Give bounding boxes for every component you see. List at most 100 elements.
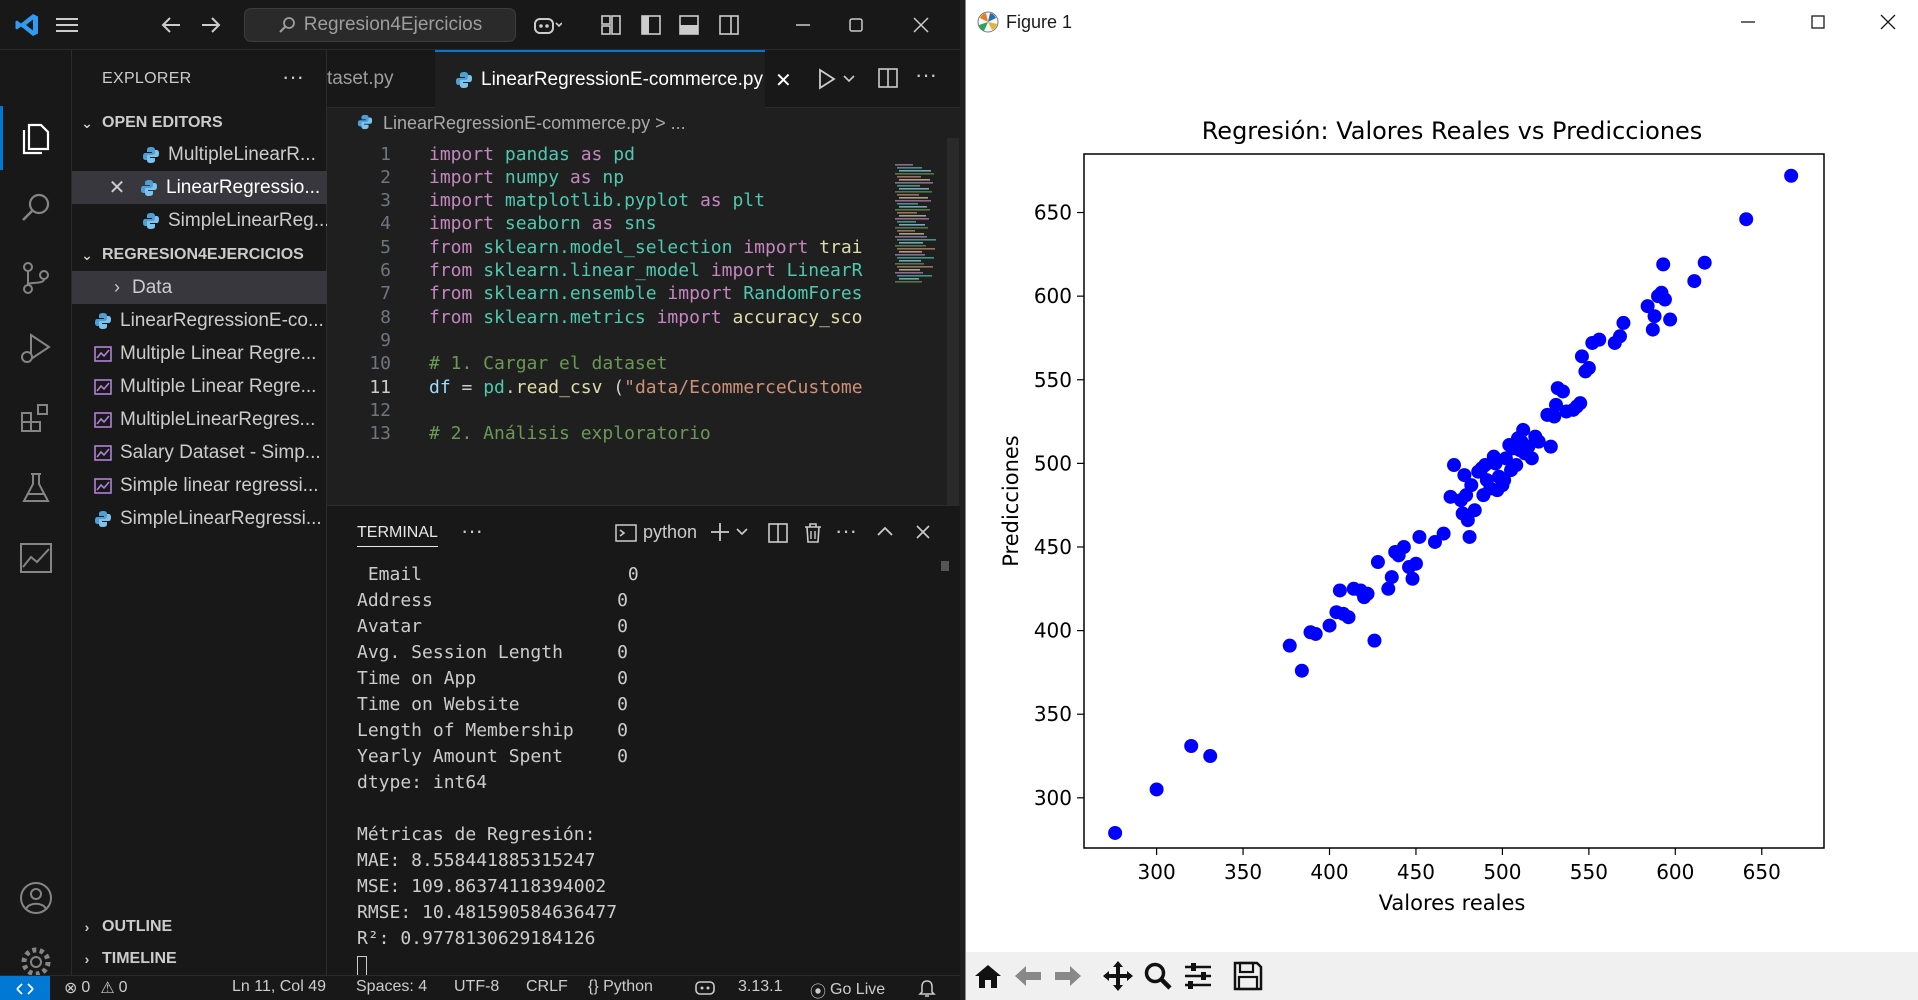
run-debug-icon[interactable] <box>14 326 58 370</box>
file-item[interactable]: MultipleLinearRegres... <box>72 403 327 436</box>
go-live-button[interactable]: ⦿ Go Live <box>810 978 885 1000</box>
customize-layout-icon[interactable] <box>600 13 622 37</box>
terminal-scrollbar[interactable] <box>941 561 949 571</box>
tab-terminal[interactable]: TERMINAL <box>357 524 438 547</box>
maximize-icon[interactable] <box>843 12 869 38</box>
code-line[interactable]: 5 from sklearn.model_selection import tra… <box>327 233 887 261</box>
forward-arrow-icon[interactable] <box>1050 958 1086 994</box>
scatter-chart[interactable]: Regresión: Valores Reales vs Prediccione… <box>966 44 1918 952</box>
terminal-output[interactable]: Email 0 Address 0 Avatar 0 Avg. Session Len… <box>357 562 957 952</box>
toggle-panel-icon[interactable] <box>678 13 700 37</box>
terminal-line: Avg. Session Length 0 <box>357 642 628 663</box>
close-tab-icon[interactable]: ✕ <box>774 69 792 92</box>
notifications-bell-icon[interactable] <box>918 978 936 1000</box>
code-line[interactable]: 7 from sklearn.ensemble import RandomFore… <box>327 280 887 308</box>
forward-arrow-icon[interactable] <box>200 13 222 37</box>
tab-dataset-py[interactable]: taset.py <box>327 68 394 89</box>
file-item[interactable]: Salary Dataset - Simp... <box>72 436 327 469</box>
line-ending[interactable]: CRLF <box>526 978 568 995</box>
configure-subplots-icon[interactable] <box>1180 958 1216 994</box>
extensions-icon[interactable] <box>14 396 58 440</box>
zoom-magnifier-icon[interactable] <box>1140 958 1176 994</box>
settings-gear-icon[interactable] <box>14 940 58 984</box>
code-line[interactable]: 4 import seaborn as sns <box>327 210 887 238</box>
maximize-icon[interactable] <box>1806 10 1830 39</box>
project-folder-header[interactable]: ⌄ REGRESION4EJERCICIOS <box>72 240 327 270</box>
pan-move-icon[interactable] <box>1100 958 1136 994</box>
account-icon[interactable] <box>14 876 58 920</box>
source-control-icon[interactable] <box>14 256 58 300</box>
close-icon[interactable] <box>908 12 934 38</box>
code-line[interactable]: 1 import pandas as pd <box>327 140 887 168</box>
testing-flask-icon[interactable] <box>14 466 58 510</box>
scatter-point <box>1581 361 1596 376</box>
menu-icon[interactable] <box>56 13 78 37</box>
toggle-primary-sidebar-icon[interactable] <box>640 13 662 37</box>
run-python-icon[interactable] <box>817 67 857 96</box>
close-editor-icon[interactable]: ✕ <box>108 177 126 199</box>
code-line[interactable]: 12 <box>327 396 887 424</box>
chart-preview-icon[interactable] <box>14 536 58 580</box>
panel-more-icon[interactable]: ··· <box>461 518 483 543</box>
code-line[interactable]: 9 <box>327 326 887 354</box>
vscode-logo-icon[interactable] <box>14 13 40 37</box>
copilot-status-icon[interactable] <box>694 978 716 1000</box>
maximize-panel-icon[interactable] <box>875 522 895 547</box>
language-mode[interactable]: {} Python <box>588 978 653 995</box>
trash-icon[interactable] <box>803 522 823 549</box>
cursor-position[interactable]: Ln 11, Col 49 <box>232 978 326 995</box>
timeline-header[interactable]: › TIMELINE <box>72 944 327 974</box>
encoding[interactable]: UTF-8 <box>454 978 500 995</box>
indentation[interactable]: Spaces: 4 <box>356 978 428 995</box>
code-line[interactable]: 6 from sklearn.linear_model import Linear… <box>327 257 887 285</box>
close-icon[interactable] <box>1876 10 1900 39</box>
terminal-shell-selector[interactable]: python <box>615 522 697 543</box>
tab-linear-regression[interactable]: LinearRegressionE-commerce.py ✕ <box>435 50 792 108</box>
scatter-point <box>1549 397 1564 412</box>
remote-indicator[interactable] <box>0 976 50 1000</box>
y-tick-label: 300 <box>1034 786 1072 810</box>
code-line[interactable]: 8 from sklearn.metrics import accuracy_sc… <box>327 303 887 331</box>
file-item[interactable]: Multiple Linear Regre... <box>72 337 327 370</box>
folder-data[interactable]: › Data <box>72 271 327 304</box>
python-version[interactable]: 3.13.1 <box>738 978 783 995</box>
back-arrow-icon[interactable] <box>160 13 182 37</box>
outline-header[interactable]: › OUTLINE <box>72 912 327 942</box>
split-terminal-icon[interactable] <box>767 522 789 549</box>
open-editor-item[interactable]: MultipleLinearR... <box>72 138 327 171</box>
home-icon[interactable] <box>970 958 1006 994</box>
scatter-point <box>1478 458 1493 473</box>
code-line[interactable]: 10 # 1. Cargar el dataset <box>327 350 887 378</box>
code-line[interactable]: 11 df = pd.read_csv ("data/EcommerceCusto… <box>327 373 887 401</box>
split-editor-icon[interactable] <box>877 67 899 94</box>
explorer-icon[interactable] <box>14 116 58 160</box>
more-actions-icon[interactable]: ··· <box>282 64 304 89</box>
open-editors-header[interactable]: ⌄ OPEN EDITORS <box>72 108 327 138</box>
command-center-search[interactable]: Regresion4Ejercicios <box>244 8 516 42</box>
copilot-icon[interactable] <box>532 13 562 37</box>
file-item[interactable]: LinearRegressionE-co... <box>72 304 327 337</box>
toggle-secondary-sidebar-icon[interactable] <box>718 13 740 37</box>
search-icon[interactable] <box>14 186 58 230</box>
scatter-point <box>1367 633 1382 648</box>
minimap[interactable] <box>887 138 960 505</box>
problems-status[interactable]: ⊗ 0 ⚠ 0 <box>64 979 128 997</box>
file-item[interactable]: Multiple Linear Regre... <box>72 370 327 403</box>
code-editor[interactable]: 1 import pandas as pd 2 import numpy as np 3… <box>327 138 887 505</box>
file-item[interactable]: Simple linear regressi... <box>72 469 327 502</box>
open-editor-item[interactable]: SimpleLinearReg... <box>72 204 327 237</box>
close-panel-icon[interactable] <box>913 522 933 547</box>
minimize-icon[interactable] <box>790 12 816 38</box>
save-floppy-icon[interactable] <box>1230 958 1266 994</box>
open-editor-item-active[interactable]: ✕ LinearRegressio... <box>72 171 327 204</box>
code-line[interactable]: 13 # 2. Análisis exploratorio <box>327 420 887 448</box>
code-line[interactable]: 3 import matplotlib.pyplot as plt <box>327 187 887 215</box>
terminal-more-icon[interactable]: ··· <box>835 518 857 543</box>
breadcrumb[interactable]: LinearRegressionE-commerce.py > ... <box>327 108 960 138</box>
code-line[interactable]: 2 import numpy as np <box>327 163 887 191</box>
file-item[interactable]: SimpleLinearRegressi... <box>72 502 327 535</box>
more-actions-icon[interactable]: ··· <box>915 62 937 87</box>
minimize-icon[interactable] <box>1736 10 1760 39</box>
new-terminal-icon[interactable] <box>709 520 753 549</box>
back-arrow-icon[interactable] <box>1010 958 1046 994</box>
